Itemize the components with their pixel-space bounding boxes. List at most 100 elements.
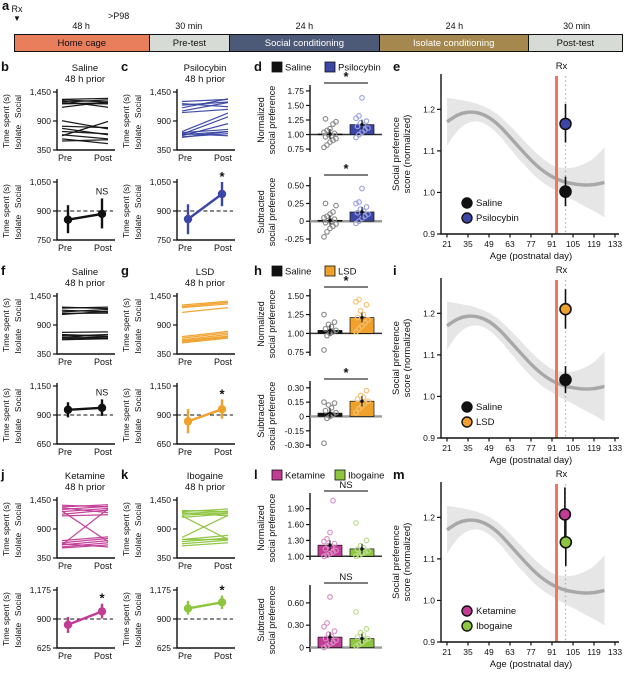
subject-line xyxy=(61,125,109,129)
y-tick-label: 1.60 xyxy=(287,520,304,530)
legend-swatch xyxy=(334,469,346,481)
timeline-segment: Pre-test xyxy=(148,35,230,51)
mean-dot xyxy=(360,547,364,551)
subject-line xyxy=(181,539,229,545)
timeline-duration: 24 h xyxy=(445,21,464,31)
data-point xyxy=(363,301,370,308)
mean-point xyxy=(97,403,107,413)
y-tick-label: 750 xyxy=(37,235,51,245)
y-axis-label: Normalized xyxy=(256,97,266,143)
data-point xyxy=(324,142,330,148)
mean-dot xyxy=(360,210,364,214)
legend: Ketamine Ibogaine xyxy=(461,605,516,632)
data-point xyxy=(353,643,359,649)
subject-line xyxy=(61,508,109,546)
spaghetti-lines xyxy=(61,504,109,549)
mean-dot xyxy=(360,399,364,403)
significance-star: * xyxy=(219,169,225,184)
data-point xyxy=(356,296,362,303)
mean-dot xyxy=(328,132,332,136)
data-point xyxy=(324,552,330,559)
y-tick-label: 350 xyxy=(37,349,51,359)
y-axis-label: Time spent (s) xyxy=(1,184,11,238)
data-point xyxy=(365,211,371,218)
data-point xyxy=(363,626,370,632)
spaghetti-lines xyxy=(61,306,109,341)
data-point xyxy=(353,520,359,526)
x-tick-label: 77 xyxy=(526,239,536,249)
x-tick-label: 49 xyxy=(484,647,494,657)
data-point xyxy=(331,319,338,325)
x-tick-label: Pre xyxy=(178,243,192,253)
legend-label: Ketamine xyxy=(476,606,516,617)
y-tick-label: 0.30 xyxy=(287,620,304,630)
subject-line xyxy=(181,512,229,517)
data-point xyxy=(359,323,365,329)
y-tick-label: 350 xyxy=(157,553,171,563)
treatment-points xyxy=(558,487,573,566)
data-point xyxy=(354,396,361,403)
y-tick-label: 650 xyxy=(37,439,51,449)
mean-point xyxy=(97,607,107,616)
subject-line xyxy=(61,306,109,310)
y-social-label: Social xyxy=(13,185,23,208)
x-tick-label: Pre xyxy=(58,357,72,367)
subject-line xyxy=(61,334,109,340)
data-point xyxy=(365,125,371,132)
y-tick-label: 900 xyxy=(37,410,51,420)
y-tick-label: 350 xyxy=(37,145,51,155)
x-tick-label: 63 xyxy=(505,443,515,453)
subject-line xyxy=(181,108,229,114)
panel-h: h Saline LSD 1.50 1.25 1.00 0.75 Normalized soci… xyxy=(248,262,390,471)
subject-line xyxy=(181,301,229,308)
y-axis-label: Time spent (s) xyxy=(121,298,131,352)
subject-line xyxy=(61,504,109,508)
data-point xyxy=(330,497,336,504)
mean-dot xyxy=(328,635,332,639)
data-point xyxy=(321,623,327,630)
y-axis-label: social preference xyxy=(267,382,277,451)
data-point xyxy=(325,321,332,328)
y-axis-label: Time spent (s) xyxy=(1,502,11,556)
y-tick-label: 1,450 xyxy=(150,291,172,301)
subject-line xyxy=(181,306,229,313)
data-point xyxy=(359,185,365,192)
y-tick-label: 350 xyxy=(157,349,171,359)
data-point xyxy=(321,234,327,240)
y-axis-label: score (normalized) xyxy=(402,523,413,602)
subject-line xyxy=(61,543,109,548)
x-tick-label: Pre xyxy=(58,153,72,163)
scatter-points xyxy=(321,399,339,447)
x-tick-label: 119 xyxy=(587,443,601,453)
y-tick-label: -0.25 xyxy=(285,234,305,244)
data-point xyxy=(333,135,339,142)
subject-line xyxy=(181,335,229,342)
timeline-duration: 48 h xyxy=(72,21,90,31)
data-point xyxy=(321,347,327,353)
mean-dot xyxy=(328,411,332,415)
axis xyxy=(176,179,235,241)
mean-line xyxy=(187,601,223,610)
x-tick-label: 49 xyxy=(484,239,494,249)
data-point xyxy=(322,407,329,414)
timeline-duration: 30 min xyxy=(563,21,591,31)
y-isolate-label: Isolate xyxy=(13,124,23,149)
pointrange xyxy=(183,182,227,235)
y-tick-label: 1.50 xyxy=(287,100,304,110)
data-point xyxy=(331,130,338,137)
y-tick-label: 0.9 xyxy=(423,637,435,647)
data-point xyxy=(353,553,359,560)
y-tick-label: 1,175 xyxy=(30,585,52,595)
data-point xyxy=(333,547,339,554)
y-tick-label: 900 xyxy=(157,116,171,126)
panel-label: c xyxy=(121,59,128,74)
data-point xyxy=(330,209,336,215)
timeline-segment: Social conditioning xyxy=(229,35,379,51)
scatter-points xyxy=(353,387,371,416)
y-tick-label: 1.0 xyxy=(423,595,435,605)
mean-point xyxy=(97,209,107,219)
mean-line xyxy=(67,406,103,411)
legend-label: Ketamine xyxy=(285,471,325,482)
